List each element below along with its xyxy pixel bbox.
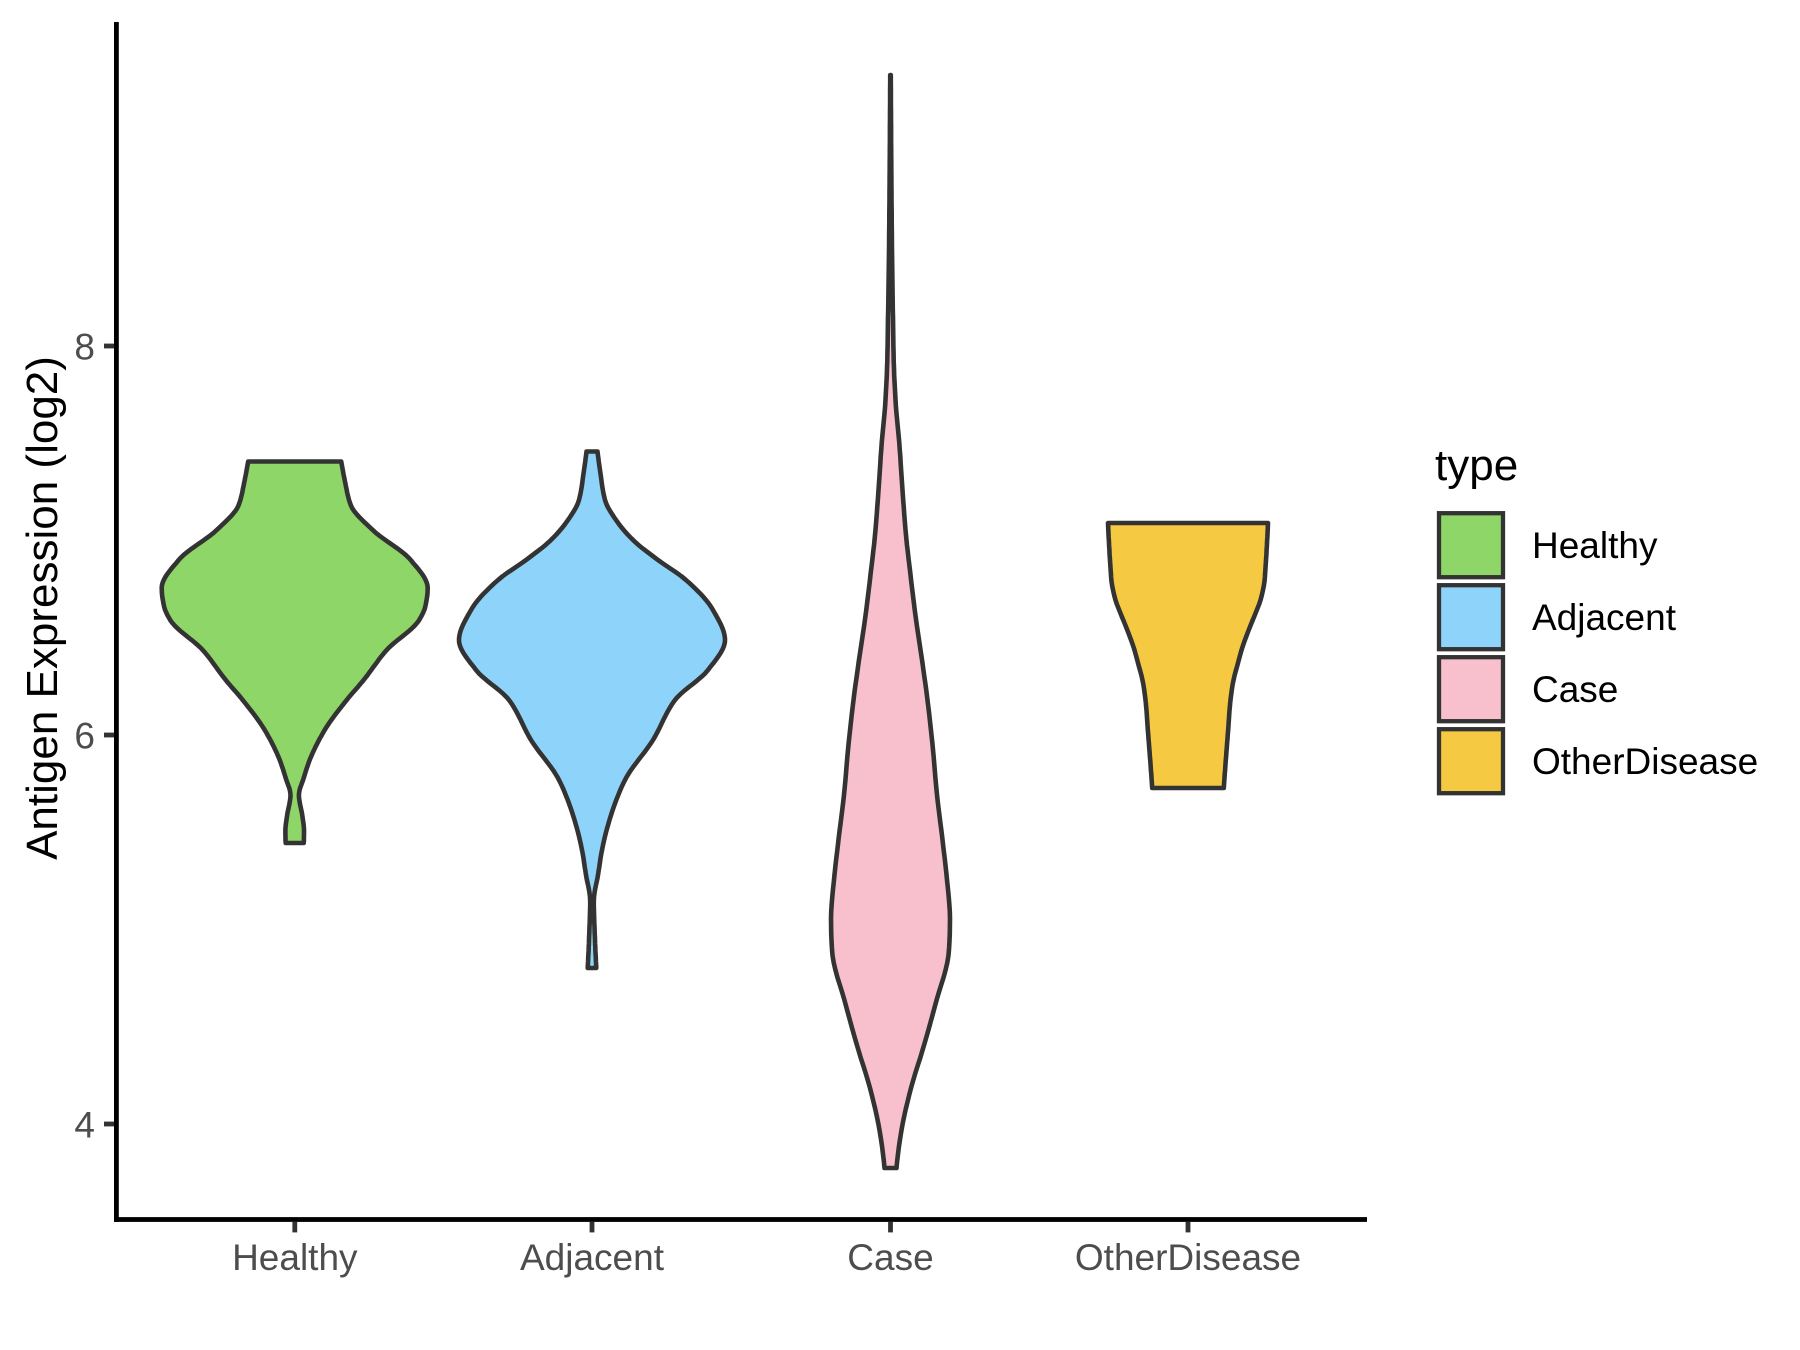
svg-text:Healthy: Healthy xyxy=(232,1237,358,1278)
svg-text:6: 6 xyxy=(74,716,95,757)
svg-text:Antigen Expression (log2): Antigen Expression (log2) xyxy=(18,356,67,860)
svg-text:Adjacent: Adjacent xyxy=(520,1237,665,1278)
svg-text:Healthy: Healthy xyxy=(1532,525,1658,566)
svg-text:OtherDisease: OtherDisease xyxy=(1532,741,1758,782)
svg-text:type: type xyxy=(1435,441,1518,490)
svg-text:OtherDisease: OtherDisease xyxy=(1075,1237,1301,1278)
svg-text:4: 4 xyxy=(74,1105,95,1146)
svg-text:Adjacent: Adjacent xyxy=(1532,597,1677,638)
svg-text:8: 8 xyxy=(74,327,95,368)
svg-text:Case: Case xyxy=(847,1237,933,1278)
svg-text:Case: Case xyxy=(1532,669,1618,710)
